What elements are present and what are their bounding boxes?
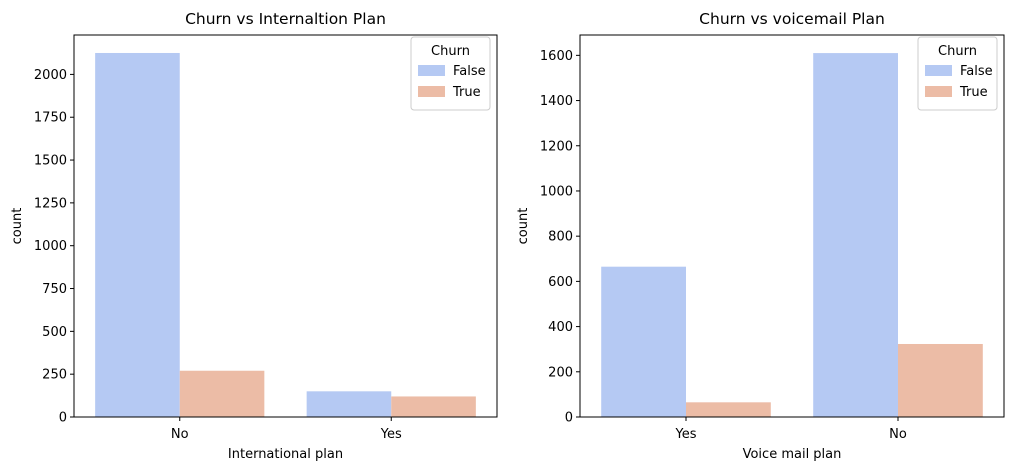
chart2-ytick-label: 1200 [540,139,573,154]
chart2-legend-label-true: True [959,85,988,100]
chart2-ytick-label: 600 [548,275,573,290]
chart1-bar-false-no [95,52,180,418]
chart1-ytick-label: 0 [59,411,67,426]
chart1-bar-true-no [179,370,265,417]
chart2-bar-false-no [813,53,898,418]
chart2-ytick-label: 800 [548,230,573,245]
chart1-ytick-label: 1250 [34,196,67,211]
chart2-bar-false-yes [601,266,686,417]
chart1-ytick-label: 1500 [34,154,67,169]
chart2-ytick-label: 1000 [540,184,573,199]
chart1-xtick-label: Yes [380,427,402,442]
chart1-legend-swatch-false [418,65,445,76]
chart1-ytick-label: 2000 [34,68,67,83]
chart2-ylabel: count [516,208,531,245]
chart2-ytick-label: 200 [548,365,573,380]
chart1-legend-label-true: True [452,85,481,100]
chart2-legend-swatch-false [925,65,952,76]
chart1-ylabel: count [10,208,25,245]
chart1-bar-true-yes [391,396,476,417]
chart2-bar-true-no [898,343,983,417]
chart1-xtick-label: No [171,427,189,442]
chart1-ytick-label: 1750 [34,111,67,126]
chart2-ytick-label: 1600 [540,49,573,64]
chart2-xlabel: Voice mail plan [743,447,842,462]
chart2-axes-frame [579,34,1005,418]
chart2-title: Churn vs voicemail Plan [699,10,885,28]
chart2-legend-label-false: False [960,64,993,79]
chart1-xlabel: International plan [228,447,343,462]
chart1-ytick-label: 1000 [34,239,67,254]
chart1-ytick-label: 500 [42,325,67,340]
chart1-axes-frame [73,34,498,418]
chart1-ytick-label: 750 [42,282,67,297]
chart1-ytick-label: 250 [42,368,67,383]
chart2-legend-title: Churn [938,44,977,59]
chart2-ytick-label: 400 [548,320,573,335]
chart2-xtick-label: Yes [675,427,697,442]
chart1-legend-swatch-true [418,86,445,97]
chart1-bar-false-yes [306,391,392,417]
chart1-legend-title: Churn [431,44,470,59]
chart1-title: Churn vs Internaltion Plan [185,10,386,28]
chart2-bar-true-yes [686,402,771,417]
chart2-ytick-label: 1400 [540,94,573,109]
chart2-legend-swatch-true [925,86,952,97]
chart2-ytick-label: 0 [565,411,573,426]
chart2-xtick-label: No [889,427,907,442]
chart1-legend-label-false: False [453,64,486,79]
